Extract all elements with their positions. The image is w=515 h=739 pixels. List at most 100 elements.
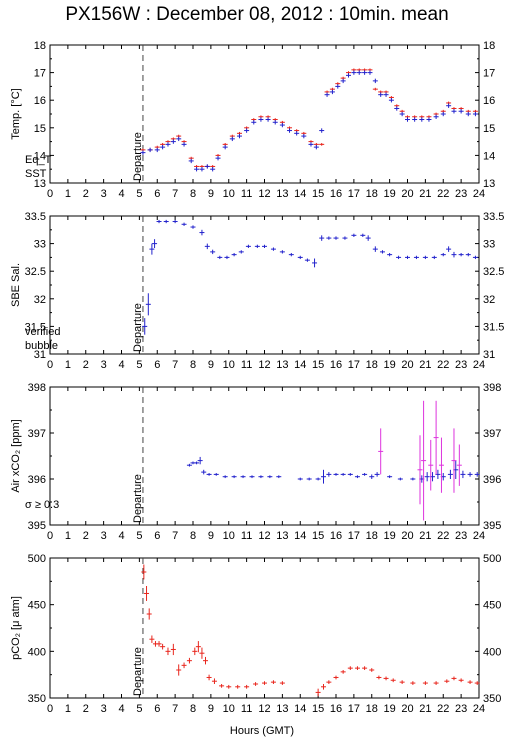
data-point	[224, 255, 230, 260]
data-point	[422, 681, 428, 685]
data-point	[388, 97, 394, 103]
data-point	[446, 103, 452, 108]
data-point	[206, 473, 212, 476]
data-point	[424, 472, 430, 482]
data-point	[419, 117, 425, 122]
x-tick-label: 21	[419, 703, 431, 715]
data-point	[211, 678, 217, 684]
x-tick-label: 13	[276, 359, 288, 371]
data-point	[238, 250, 244, 254]
x-tick-label: 1	[65, 359, 71, 371]
data-point	[199, 166, 205, 172]
x-tick-label: 16	[330, 703, 342, 715]
data-point	[262, 681, 267, 685]
y-axis-label-sal: SBE Sal.	[10, 263, 22, 307]
y-tick-label: 397	[28, 428, 46, 440]
data-point	[312, 258, 318, 268]
y-tick-label-right: 400	[483, 646, 501, 658]
y-tick-label-right: 500	[483, 553, 501, 565]
x-tick-label: 17	[348, 188, 360, 200]
data-point	[340, 473, 346, 476]
data-point	[249, 475, 255, 479]
data-point	[378, 92, 384, 97]
departure-label: Departure	[132, 303, 144, 352]
data-point	[181, 142, 187, 147]
y-tick-label: 33	[34, 239, 46, 251]
data-point	[326, 472, 332, 477]
data-point	[160, 643, 166, 650]
data-point	[405, 117, 410, 122]
x-tick-label: 3	[101, 188, 107, 200]
data-point	[474, 472, 480, 477]
y-tick-label-right: 32.5	[483, 266, 504, 278]
data-point	[210, 249, 216, 255]
data-point	[235, 684, 241, 689]
plot-frame	[49, 44, 480, 184]
x-tick-label: 20	[401, 703, 413, 715]
data-point	[140, 150, 146, 155]
data-point	[279, 122, 285, 128]
data-point	[440, 252, 446, 257]
data-point	[324, 92, 330, 97]
y-tick-label-right: 15	[483, 123, 495, 135]
data-point	[383, 92, 389, 97]
temperature-panel: Temp. [°C] Eq_T SST 0 1 2 3 4 5 6 7 8 9 10 11 12 13 14…	[10, 40, 495, 200]
data-point	[433, 114, 439, 119]
salinity-panel: SBE Sal. verified bubble 0 1 2 3 4 5 6 7 8 9 10 11 1…	[10, 211, 504, 371]
data-point	[458, 678, 464, 683]
data-point	[387, 475, 393, 479]
data-point	[467, 680, 473, 684]
x-tick-label: 0	[47, 703, 53, 715]
legend-eq-t: Eq_T	[25, 154, 52, 166]
data-point	[156, 641, 162, 647]
y-tick-label-right: 32	[483, 294, 495, 306]
data-point	[372, 87, 378, 91]
x-tick-label: 6	[154, 703, 160, 715]
data-point	[329, 89, 335, 95]
data-point	[217, 255, 223, 260]
data-point	[254, 244, 260, 249]
x-tick-label: 16	[330, 188, 342, 200]
x-tick-label: 4	[118, 188, 124, 200]
data-point	[458, 109, 464, 114]
data-point	[444, 679, 450, 684]
data-point	[297, 477, 303, 481]
x-tick-label: 4	[118, 703, 124, 715]
x-tick-label: 11	[241, 530, 252, 542]
data-point	[315, 688, 321, 697]
data-point	[315, 477, 321, 481]
data-point	[326, 680, 332, 684]
x-tick-label: 14	[294, 703, 306, 715]
data-point	[195, 641, 201, 653]
pco2-panel: pCO₂ [μ atm] 0 1 2 3 4 5 6 7 8 9 10 11 12 13 14 15 16 17 1…	[10, 553, 501, 715]
data-point	[399, 680, 405, 684]
x-tick-label: 8	[190, 703, 196, 715]
x-tick-label: 23	[455, 188, 467, 200]
x-tick-label: 14	[294, 530, 306, 542]
data-point	[319, 142, 325, 146]
x-tick-label: 5	[136, 530, 142, 542]
x-tick-label: 6	[154, 359, 160, 371]
data-point	[460, 470, 466, 479]
data-point	[204, 243, 210, 250]
x-tick-label: 15	[312, 359, 324, 371]
legend-sst: SST	[25, 168, 47, 180]
data-point	[428, 439, 434, 491]
data-point	[192, 647, 198, 656]
data-point	[206, 674, 212, 681]
data-point	[433, 681, 439, 685]
y-tick-label: 14	[34, 150, 46, 162]
x-tick-label: 23	[455, 703, 467, 715]
x-tick-label: 7	[172, 188, 178, 200]
data-point	[333, 473, 339, 476]
data-point	[146, 608, 152, 620]
data-point	[231, 252, 237, 257]
data-point	[244, 128, 250, 133]
x-tick-label: 18	[366, 530, 378, 542]
x-tick-label: 13	[276, 188, 288, 200]
y-tick-label: 31	[34, 349, 46, 361]
data-point	[422, 255, 428, 260]
x-tick-label: 12	[258, 359, 270, 371]
data-point	[333, 675, 339, 680]
